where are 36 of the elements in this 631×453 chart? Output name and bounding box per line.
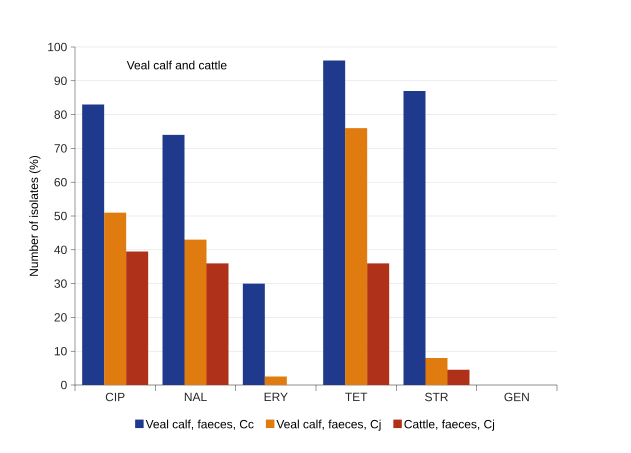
y-tick-label: 10 xyxy=(54,346,67,356)
legend-label: Cattle, faeces, Cj xyxy=(404,420,494,431)
y-tick-label: 30 xyxy=(54,279,67,288)
x-tick-label: STR xyxy=(425,392,448,402)
annotation: Veal calf and cattle xyxy=(126,60,227,70)
bar xyxy=(404,90,426,385)
bar xyxy=(162,134,184,385)
bar xyxy=(264,376,287,385)
y-tick-label: 90 xyxy=(54,76,67,86)
x-tick-label: TET xyxy=(345,392,368,401)
y-tick-label: 20 xyxy=(54,313,67,322)
y-tick-label: 50 xyxy=(54,212,67,220)
bar xyxy=(126,251,148,385)
legend-label: Veal calf, faeces, Cc xyxy=(146,420,254,430)
bar xyxy=(448,370,470,385)
y-tick-label: 100 xyxy=(48,42,67,52)
bar xyxy=(345,128,368,385)
x-tick-label: CIP xyxy=(106,392,124,402)
legend-label: Veal calf, faeces, Cj xyxy=(276,420,381,431)
x-tick-label: ERY xyxy=(264,392,288,401)
y-tick-label: 80 xyxy=(54,110,67,119)
bar xyxy=(104,212,126,385)
y-tick-label: 40 xyxy=(54,246,67,254)
x-tick-label: NAL xyxy=(184,392,207,401)
y-tick-label: 70 xyxy=(54,144,67,153)
y-axis-title: Number of isolates (%) xyxy=(29,156,40,276)
bar xyxy=(82,104,104,385)
bar xyxy=(367,263,390,385)
bar xyxy=(426,358,448,385)
y-tick-label: 60 xyxy=(54,178,67,186)
bar xyxy=(206,263,228,385)
x-tick-label: GEN xyxy=(504,392,529,402)
y-tick-label: 0 xyxy=(61,380,67,390)
bar xyxy=(323,60,346,385)
bar xyxy=(242,284,265,385)
bar xyxy=(184,240,206,385)
